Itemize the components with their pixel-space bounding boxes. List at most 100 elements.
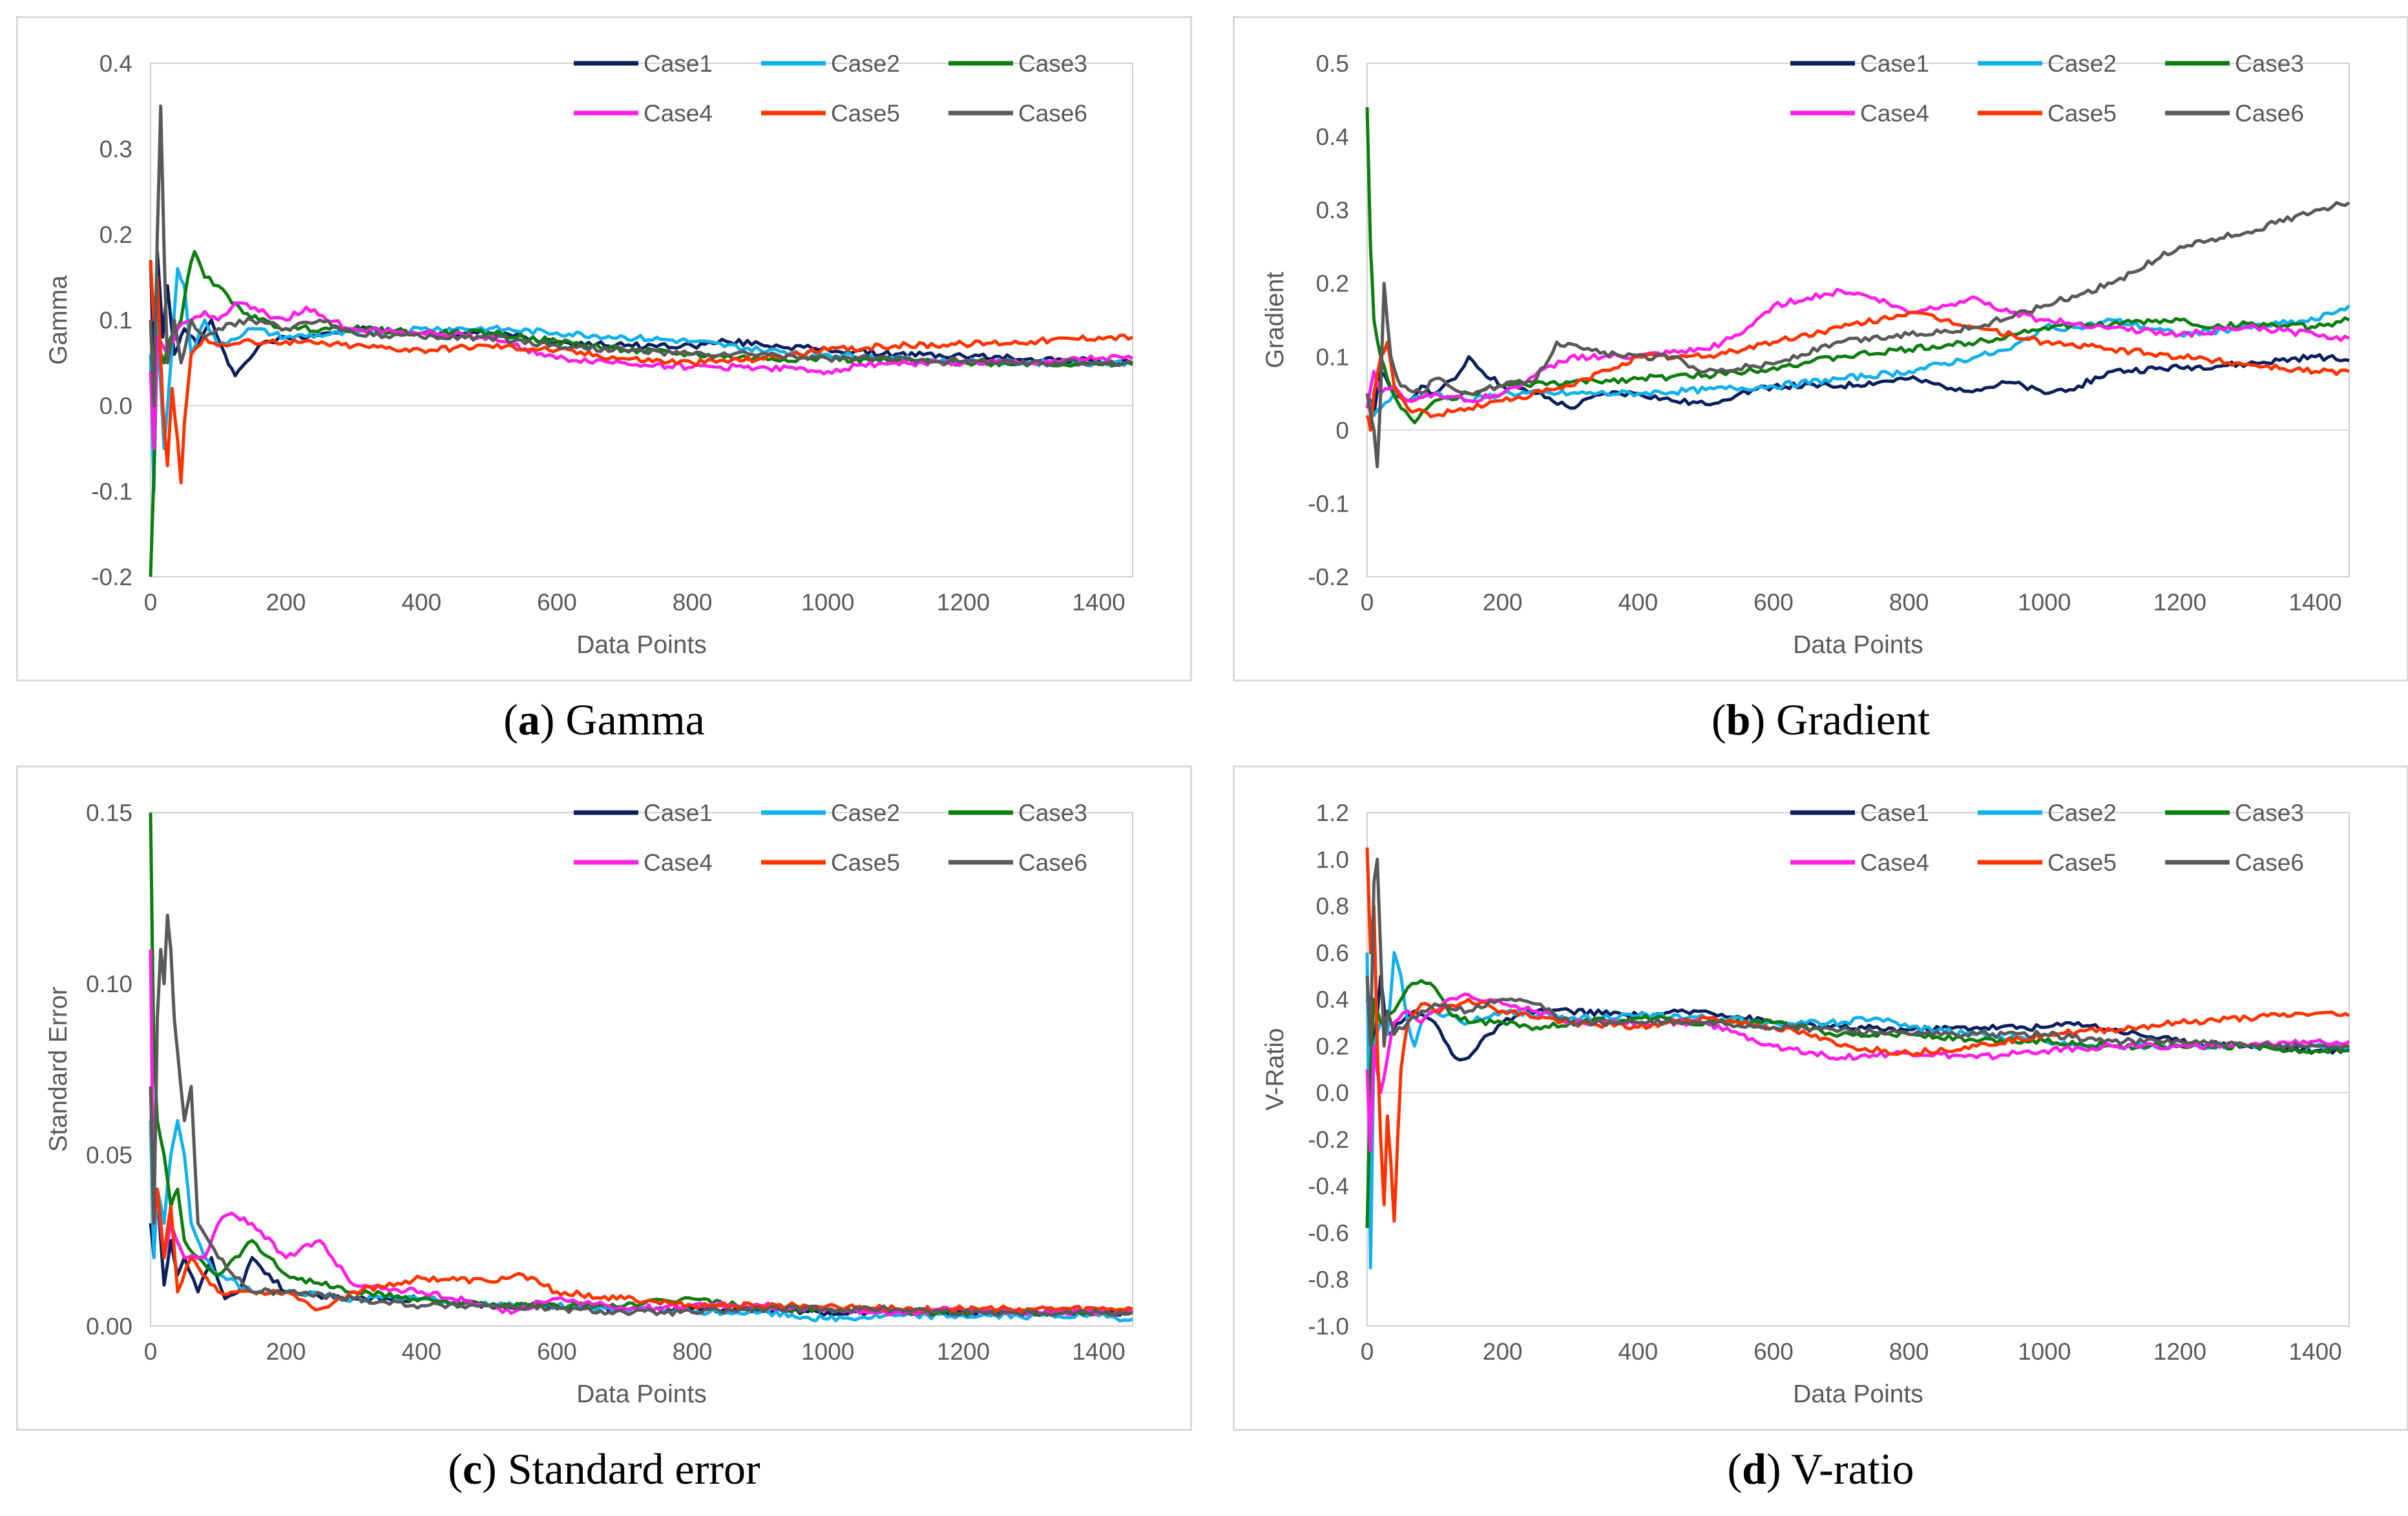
caption-letter: d	[1742, 1444, 1766, 1493]
x-axis-title: Data Points	[576, 1380, 707, 1408]
y-tick-label: -0.2	[91, 564, 132, 590]
x-tick-label: 0	[144, 1338, 158, 1365]
y-tick-label: 0.00	[86, 1313, 132, 1340]
y-tick-label: 0.6	[1316, 940, 1349, 966]
y-tick-label: 0.4	[1316, 124, 1349, 151]
x-tick-label: 1000	[2018, 1338, 2071, 1365]
legend-label-case3: Case3	[2235, 800, 2304, 826]
legend-label-case4: Case4	[644, 849, 713, 876]
series-line-case2	[149, 267, 1133, 493]
x-tick-label: 1000	[801, 1338, 854, 1365]
y-tick-label: 0.4	[1316, 986, 1349, 1013]
x-tick-label: 600	[1754, 1338, 1794, 1365]
y-axis-title: Gamma	[45, 275, 72, 365]
y-tick-label: 0.2	[1316, 1033, 1349, 1059]
legend-label-case6: Case6	[1018, 849, 1087, 876]
plot-area-border	[150, 812, 1133, 1327]
y-tick-label: -0.2	[1308, 564, 1349, 590]
y-tick-label: 0.1	[1316, 344, 1349, 370]
x-tick-label: 600	[537, 1338, 577, 1365]
series-line-case2	[149, 1119, 1133, 1323]
x-tick-label: 200	[266, 589, 306, 616]
legend-label-case1: Case1	[644, 50, 713, 77]
chart-panel-gradient: -0.2 -0.1 0 0.1 0.2 0.3 0.4 0.5 0 200 400 600 800 100…	[1233, 16, 2408, 681]
legend-label-case5: Case5	[2047, 100, 2117, 127]
caption-letter: b	[1726, 695, 1751, 744]
legend-label-case4: Case4	[1860, 100, 1929, 127]
chart-panel-standard-error: 0.00 0.05 0.10 0.15 0 200 400 600 800 1000 1200 140…	[16, 765, 1192, 1431]
series-line-case5	[1365, 310, 2350, 432]
legend-label-case4: Case4	[1860, 849, 1929, 876]
y-tick-label: 0.15	[86, 800, 132, 826]
plot-area-border	[1366, 63, 2350, 577]
caption-text: Standard error	[507, 1444, 760, 1493]
legend-label-case5: Case5	[831, 100, 900, 127]
y-tick-label: 0.0	[1316, 1080, 1349, 1106]
legend-label-case1: Case1	[644, 800, 713, 826]
series-line-case3	[149, 812, 1133, 1317]
x-tick-label: 400	[1618, 589, 1658, 616]
y-tick-label: -0.6	[1308, 1220, 1349, 1246]
legend-label-case2: Case2	[2047, 800, 2117, 826]
chart-standard-error: 0.00 0.05 0.10 0.15 0 200 400 600 800 1000 1200 140…	[45, 800, 1134, 1408]
y-tick-label: 1.2	[1316, 800, 1349, 826]
caption-text: Gamma	[565, 695, 705, 744]
legend-label-case3: Case3	[2235, 50, 2304, 77]
legend-label-case3: Case3	[1018, 50, 1087, 77]
legend-label-case2: Case2	[2047, 50, 2117, 77]
x-tick-label: 0	[1361, 589, 1374, 616]
y-tick-label: 0.8	[1316, 893, 1349, 920]
chart-panel-v-ratio: -1.0 -0.8 -0.6 -0.4 -0.2 0.0 0.2 0.4 0.6 0.8 1.0 1.…	[1233, 765, 2408, 1431]
x-tick-label: 1000	[2018, 589, 2071, 616]
y-tick-label: 0	[1335, 417, 1349, 444]
chart-gradient: -0.2 -0.1 0 0.1 0.2 0.3 0.4 0.5 0 200 400 600 800 100…	[1261, 50, 2350, 659]
x-axis-title: Data Points	[1793, 1380, 1923, 1408]
y-tick-label: 0.0	[99, 393, 132, 419]
y-tick-label: 0.1	[99, 307, 132, 334]
legend-label-case3: Case3	[1018, 800, 1087, 826]
chart-v-ratio: -1.0 -0.8 -0.6 -0.4 -0.2 0.0 0.2 0.4 0.6 0.8 1.0 1.…	[1261, 800, 2350, 1408]
x-axis-title: Data Points	[1793, 631, 1923, 659]
caption-letter: c	[462, 1444, 483, 1493]
caption-gamma: (a) Gamma	[503, 695, 705, 744]
x-tick-label: 1400	[2288, 1338, 2341, 1365]
x-tick-label: 400	[401, 589, 441, 616]
x-tick-label: 1200	[937, 589, 990, 616]
caption-text: V-ratio	[1791, 1444, 1914, 1493]
x-tick-label: 1000	[801, 589, 854, 616]
x-tick-label: 800	[673, 1338, 713, 1365]
legend-label-case6: Case6	[1018, 100, 1087, 127]
x-tick-label: 600	[1754, 589, 1794, 616]
x-tick-label: 1200	[2153, 589, 2206, 616]
legend-label-case1: Case1	[1860, 50, 1929, 77]
x-tick-label: 0	[1361, 1338, 1374, 1365]
series-line-case4	[149, 949, 1134, 1316]
x-tick-label: 400	[401, 1338, 441, 1365]
x-tick-label: 1200	[2153, 1338, 2206, 1365]
plot-area-border	[150, 63, 1133, 577]
x-tick-label: 400	[1618, 1338, 1658, 1365]
series-line-case6	[149, 104, 1133, 408]
x-tick-label: 0	[144, 589, 158, 616]
y-tick-label: -1.0	[1308, 1313, 1349, 1340]
y-tick-label: 0.3	[1316, 197, 1349, 223]
series-line-case5	[149, 260, 1134, 484]
legend-label-case6: Case6	[2235, 100, 2304, 127]
legend-label-case1: Case1	[1860, 800, 1929, 826]
y-tick-label: -0.2	[1308, 1127, 1349, 1153]
caption-letter: a	[518, 695, 540, 744]
caption-v-ratio: (d) V-ratio	[1727, 1444, 1914, 1493]
caption-text: Gradient	[1776, 695, 1931, 744]
legend-label-case2: Case2	[831, 50, 900, 77]
y-axis-title: V-Ratio	[1261, 1028, 1289, 1111]
y-tick-label: 0.5	[1316, 50, 1349, 77]
series-line-case3	[1365, 107, 2350, 424]
chart-gamma: -0.2 -0.1 0.0 0.1 0.2 0.3 0.4 0 200 400 600 800 1000…	[45, 50, 1134, 659]
x-tick-label: 800	[1889, 1338, 1929, 1365]
y-tick-label: 0.2	[1316, 271, 1349, 297]
x-tick-label: 800	[1889, 589, 1929, 616]
y-tick-label: 1.0	[1316, 846, 1349, 873]
y-tick-label: 0.3	[99, 136, 132, 163]
y-tick-label: -0.8	[1308, 1267, 1349, 1293]
series-line-case6	[1365, 857, 2349, 1051]
